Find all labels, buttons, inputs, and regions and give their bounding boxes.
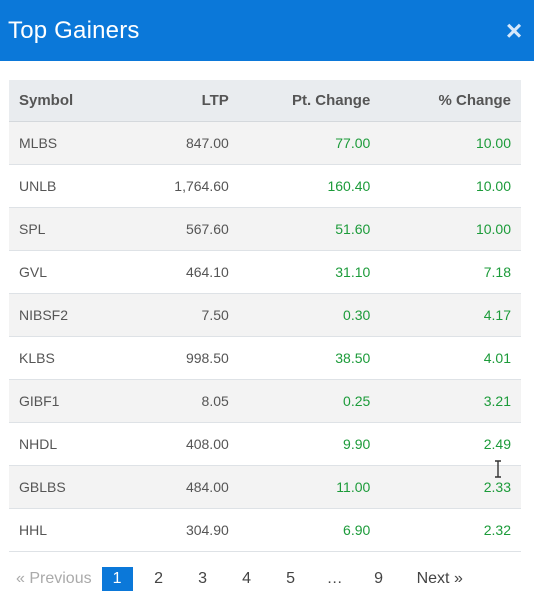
modal-header: Top Gainers ×	[0, 0, 534, 61]
previous-page-link[interactable]: « Previous	[16, 570, 92, 587]
pt-change-cell: 31.10	[238, 250, 381, 294]
table-row[interactable]: GBLBS 484.00 11.00 2.33	[9, 465, 521, 509]
pt-change-cell: 9.90	[238, 422, 381, 466]
pt-change-cell: 6.90	[238, 508, 381, 552]
symbol-cell: NIBSF2	[9, 293, 118, 337]
next-page-link[interactable]: Next »	[416, 570, 463, 587]
page-link-3[interactable]: 3	[198, 570, 208, 587]
pct-change-cell: 4.01	[380, 336, 521, 380]
symbol-cell: KLBS	[9, 336, 118, 380]
ltp-cell: 304.90	[117, 508, 239, 552]
pct-change-cell: 10.00	[380, 121, 521, 165]
symbol-cell: HHL	[9, 508, 118, 552]
top-gainers-table-container: Symbol LTP Pt. Change % Change MLBS 847.0…	[9, 80, 521, 552]
ltp-cell: 567.60	[117, 207, 239, 251]
symbol-cell: GVL	[9, 250, 118, 294]
table-row[interactable]: GVL 464.10 31.10 7.18	[9, 250, 521, 294]
table-row[interactable]: NHDL 408.00 9.90 2.49	[9, 422, 521, 466]
symbol-cell: NHDL	[9, 422, 118, 466]
close-icon[interactable]: ×	[505, 14, 523, 46]
page-link-5[interactable]: 5	[286, 570, 296, 587]
pt-change-cell: 11.00	[238, 465, 381, 509]
column-header-symbol[interactable]: Symbol	[9, 80, 118, 122]
top-gainers-table: Symbol LTP Pt. Change % Change MLBS 847.0…	[9, 80, 521, 552]
pt-change-cell: 51.60	[238, 207, 381, 251]
symbol-cell: GIBF1	[9, 379, 118, 423]
page-link-9[interactable]: 9	[374, 570, 384, 587]
table-row[interactable]: HHL 304.90 6.90 2.32	[9, 508, 521, 552]
pct-change-cell: 3.21	[380, 379, 521, 423]
ltp-cell: 8.05	[117, 379, 239, 423]
ltp-cell: 464.10	[117, 250, 239, 294]
pt-change-cell: 160.40	[238, 164, 381, 208]
symbol-cell: GBLBS	[9, 465, 118, 509]
table-row[interactable]: MLBS 847.00 77.00 10.00	[9, 121, 521, 165]
symbol-cell: SPL	[9, 207, 118, 251]
column-header-ltp[interactable]: LTP	[117, 80, 239, 122]
pt-change-cell: 0.30	[238, 293, 381, 337]
page-link-1[interactable]: 1	[101, 567, 133, 591]
pagination: « Previous 1 2 3 4 5 … 9 Next »	[10, 566, 469, 592]
pct-change-cell: 2.49	[380, 422, 521, 466]
pagination-ellipsis: …	[326, 570, 343, 587]
symbol-cell: MLBS	[9, 121, 118, 165]
table-body: MLBS 847.00 77.00 10.00 UNLB 1,764.60 160.40 10…	[9, 121, 521, 552]
pt-change-cell: 38.50	[238, 336, 381, 380]
ltp-cell: 484.00	[117, 465, 239, 509]
ltp-cell: 998.50	[117, 336, 239, 380]
symbol-cell: UNLB	[9, 164, 118, 208]
pt-change-cell: 77.00	[238, 121, 381, 165]
pct-change-cell: 4.17	[380, 293, 521, 337]
pct-change-cell: 10.00	[380, 207, 521, 251]
ltp-cell: 1,764.60	[117, 164, 239, 208]
page-link-2[interactable]: 2	[154, 570, 164, 587]
pct-change-cell: 10.00	[380, 164, 521, 208]
table-row[interactable]: SPL 567.60 51.60 10.00	[9, 207, 521, 251]
page-link-4[interactable]: 4	[242, 570, 252, 587]
pct-change-cell: 7.18	[380, 250, 521, 294]
table-row[interactable]: NIBSF2 7.50 0.30 4.17	[9, 293, 521, 337]
ltp-cell: 7.50	[117, 293, 239, 337]
column-header-pct-change[interactable]: % Change	[380, 80, 521, 122]
modal-title: Top Gainers	[8, 16, 140, 44]
table-row[interactable]: GIBF1 8.05 0.25 3.21	[9, 379, 521, 423]
column-header-pt-change[interactable]: Pt. Change	[238, 80, 381, 122]
pt-change-cell: 0.25	[238, 379, 381, 423]
ltp-cell: 408.00	[117, 422, 239, 466]
pct-change-cell: 2.32	[380, 508, 521, 552]
table-header-row: Symbol LTP Pt. Change % Change	[9, 80, 521, 122]
table-row[interactable]: UNLB 1,764.60 160.40 10.00	[9, 164, 521, 208]
ltp-cell: 847.00	[117, 121, 239, 165]
text-cursor-icon	[495, 460, 501, 478]
table-row[interactable]: KLBS 998.50 38.50 4.01	[9, 336, 521, 380]
